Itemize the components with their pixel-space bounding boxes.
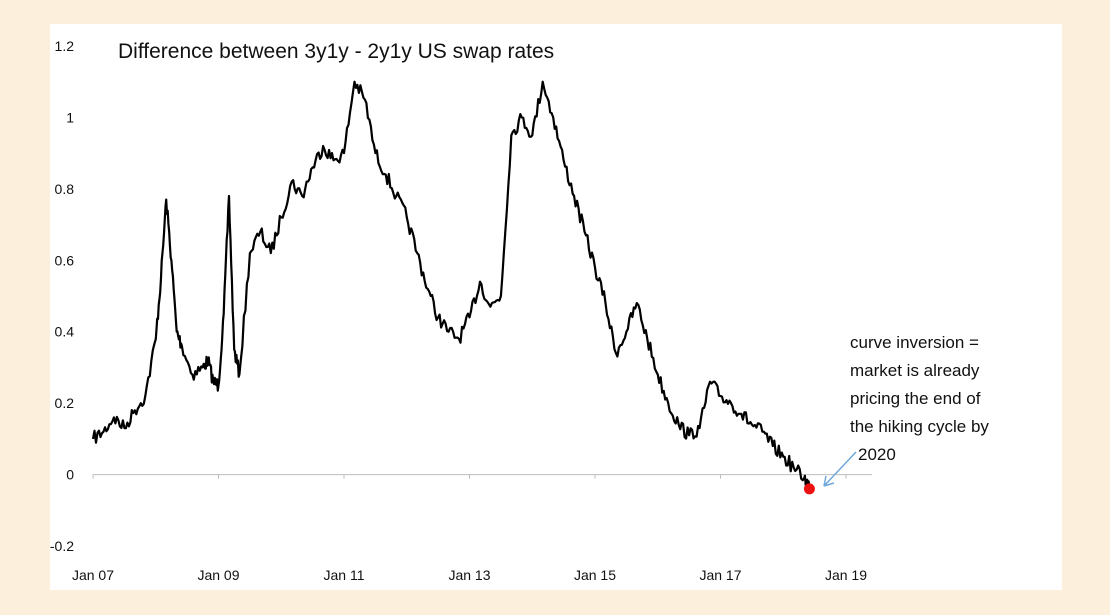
y-tick-label: 0.8	[55, 181, 75, 197]
x-tick-label: Jan 17	[699, 567, 741, 583]
y-tick-label: 1	[66, 109, 74, 125]
annotation-line: the hiking cycle by	[850, 417, 989, 436]
x-tick-label: Jan 11	[324, 567, 365, 583]
annotation-arrow	[823, 451, 857, 487]
annotation-text: curve inversion = market is already pricin…	[850, 333, 989, 464]
chart-title: Difference between 3y1y - 2y1y US swap r…	[118, 40, 554, 63]
y-tick-label: 0.2	[55, 395, 75, 411]
x-tick-label: Jan 15	[574, 567, 616, 583]
x-axis-ticks: Jan 07 Jan 09 Jan 11 Jan 13 Jan 15 Jan 17 Jan …	[72, 474, 867, 583]
y-tick-label: 0.6	[55, 252, 75, 268]
annotation-line: 2020	[858, 445, 896, 464]
y-axis-ticks: -0.2 0 0.2 0.4 0.6 0.8 1 1.2	[50, 38, 74, 554]
x-tick-label: Jan 09	[197, 567, 239, 583]
x-tick-label: Jan 13	[448, 567, 490, 583]
annotation-line: market is already	[850, 361, 980, 380]
annotation-line: curve inversion =	[850, 333, 979, 352]
y-tick-label: 0	[66, 467, 74, 483]
annotation-line: pricing the end of	[850, 389, 981, 408]
y-tick-label: -0.2	[50, 538, 74, 554]
series-line	[91, 80, 811, 487]
chart-card: Difference between 3y1y - 2y1y US swap r…	[50, 24, 1062, 590]
y-tick-label: 0.4	[55, 324, 75, 340]
x-tick-label: Jan 19	[825, 567, 867, 583]
y-tick-label: 1.2	[55, 38, 75, 54]
x-tick-label: Jan 07	[72, 567, 114, 583]
end-point-marker	[803, 483, 815, 495]
line-chart: Difference between 3y1y - 2y1y US swap r…	[50, 38, 989, 583]
